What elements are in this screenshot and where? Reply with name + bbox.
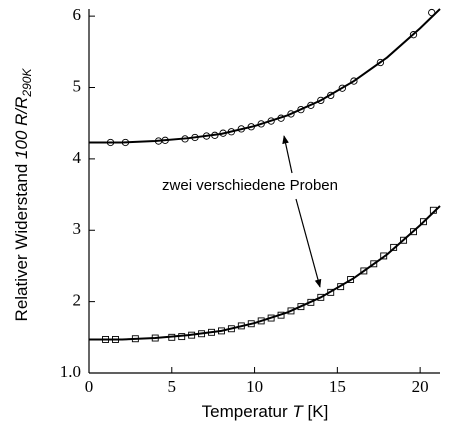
y-tick-label: 3 bbox=[73, 219, 82, 238]
y-tick-label: 4 bbox=[73, 148, 82, 167]
y-tick-label: 5 bbox=[73, 76, 82, 95]
y-tick-label: 6 bbox=[73, 5, 82, 24]
annotation: zwei verschiedene Proben bbox=[162, 177, 338, 194]
fit-line bbox=[89, 205, 441, 341]
x-tick-label: 10 bbox=[246, 377, 263, 396]
x-axis-title: Temperatur T [K] bbox=[202, 402, 329, 421]
x-tick-label: 20 bbox=[412, 377, 429, 396]
arrow bbox=[282, 135, 293, 174]
arrow bbox=[295, 198, 322, 288]
fit-line bbox=[89, 8, 441, 144]
x-tick-label: 5 bbox=[168, 377, 177, 396]
y-tick-label: 1.0 bbox=[60, 362, 81, 381]
x-tick-label: 15 bbox=[329, 377, 346, 396]
y-axis-title: Relativer Widerstand 100 R/R290K bbox=[12, 68, 34, 322]
x-tick-label: 0 bbox=[85, 377, 94, 396]
y-tick-label: 2 bbox=[73, 291, 82, 310]
